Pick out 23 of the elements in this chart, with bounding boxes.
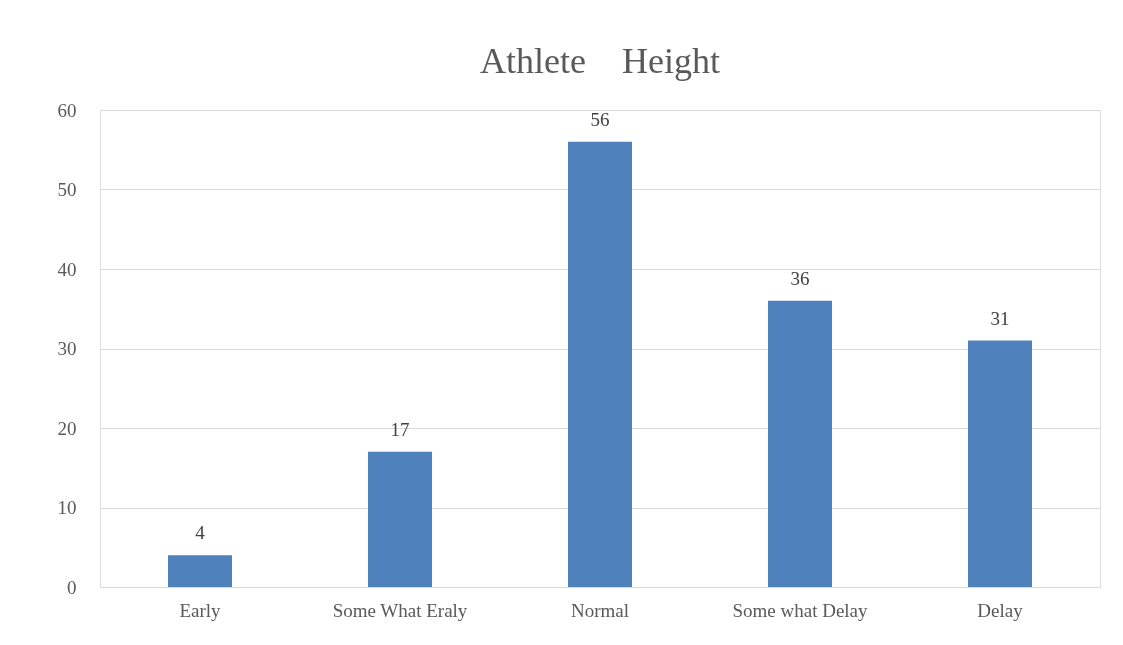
- bar: [768, 300, 832, 587]
- y-tick-label: 0: [67, 576, 77, 598]
- y-tick-label: 20: [57, 417, 77, 439]
- data-label: 4: [195, 522, 206, 544]
- bar: [968, 340, 1032, 587]
- x-tick-label: Some what Delay: [732, 599, 869, 621]
- bar: [168, 555, 232, 587]
- x-tick-label: Early: [179, 599, 222, 621]
- y-tick-label: 40: [57, 258, 77, 280]
- y-tick-label: 50: [57, 179, 77, 200]
- bar: [368, 451, 432, 587]
- data-label: 31: [990, 307, 1010, 329]
- data-label: 36: [790, 267, 810, 289]
- data-label: 17: [390, 418, 410, 440]
- y-tick-label: 60: [57, 99, 77, 121]
- y-tick-label: 30: [57, 338, 77, 359]
- y-tick-label: 10: [57, 497, 77, 518]
- chart-title: Athlete Height: [480, 41, 720, 81]
- bar: [568, 141, 632, 587]
- data-label: 56: [590, 108, 610, 130]
- x-tick-label: Some What Eraly: [332, 599, 468, 621]
- x-tick-label: Normal: [570, 599, 630, 621]
- x-tick-label: Delay: [977, 599, 1024, 621]
